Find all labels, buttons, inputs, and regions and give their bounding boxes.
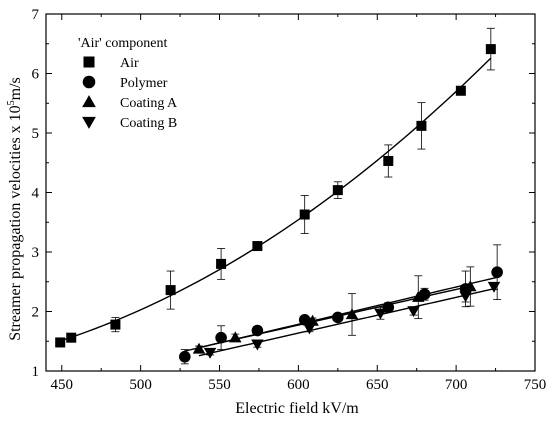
point-coating-b (459, 291, 472, 303)
y-tick-label: 7 (32, 7, 40, 23)
x-tick-label: 750 (524, 377, 547, 393)
legend: 'Air' component Air Polymer Coating A Coati… (78, 36, 178, 131)
x-axis-label: Electric field kV/m (235, 400, 359, 417)
y-tick-label: 2 (32, 305, 40, 321)
point-coating-a (464, 280, 477, 292)
point-coating-b (374, 308, 387, 320)
point-coating-b (203, 347, 217, 359)
point-coating-a (412, 290, 425, 302)
point-air (485, 44, 496, 55)
y-tick-label: 5 (32, 126, 40, 142)
legend-marker-coating-a (82, 95, 96, 108)
point-coating-b (407, 306, 420, 318)
x-tick-label: 500 (129, 377, 152, 393)
point-air (455, 85, 466, 96)
fit-line-coating-b (198, 288, 495, 357)
y-tick-label: 6 (32, 67, 40, 83)
legend-label-coating-b: Coating B (120, 116, 177, 131)
point-air (66, 332, 77, 343)
x-tick-label: 550 (208, 377, 231, 393)
point-coating-a (306, 314, 319, 326)
legend-items: Air Polymer Coating A Coating B (82, 56, 178, 131)
point-air (252, 241, 263, 252)
x-tick-label: 450 (51, 377, 74, 393)
point-air (55, 337, 66, 348)
point-air (165, 285, 176, 296)
legend-item-air: Air (83, 56, 139, 71)
point-polymer (215, 331, 227, 344)
y-axis-label-exponent: 5 (6, 100, 17, 105)
point-polymer (332, 311, 344, 324)
legend-marker-coating-b (82, 116, 96, 129)
x-tick-label: 600 (287, 377, 310, 393)
point-air (216, 258, 227, 269)
point-polymer (179, 350, 191, 363)
point-coating-b (487, 281, 501, 293)
point-polymer (251, 324, 264, 337)
point-air (110, 319, 121, 330)
legend-title: 'Air' component (78, 36, 168, 51)
x-tick-label: 650 (366, 377, 389, 393)
legend-marker-polymer (82, 75, 96, 89)
point-coating-a (192, 342, 206, 354)
point-air (332, 185, 343, 196)
y-axis-label-main: Streamer propagation velocities x 10 (7, 105, 24, 340)
legend-marker-air (83, 56, 95, 68)
point-polymer (491, 266, 503, 279)
legend-label-polymer: Polymer (120, 76, 168, 91)
y-axis-ticks: 1 2 3 4 5 6 7 (32, 7, 535, 380)
point-coating-b (251, 339, 264, 351)
point-coating-a (229, 331, 242, 343)
y-axis-label: Streamer propagation velocities x 105m/s (6, 77, 24, 341)
legend-item-coating-b: Coating B (82, 116, 177, 131)
point-coating-a (345, 308, 359, 320)
legend-label-air: Air (120, 56, 139, 71)
y-tick-label: 4 (32, 186, 40, 202)
x-axis-ticks: 450 500 550 600 650 700 750 (51, 14, 547, 393)
y-tick-label: 3 (32, 245, 40, 261)
legend-label-coating-a: Coating A (120, 96, 178, 111)
point-air (299, 209, 310, 220)
y-tick-label: 1 (32, 364, 40, 380)
point-air (416, 120, 427, 131)
point-air (383, 155, 394, 166)
x-tick-label: 700 (445, 377, 468, 393)
point-coating-b (303, 323, 316, 335)
data-points (55, 44, 503, 363)
y-axis-label-unit: m/s (7, 77, 24, 100)
legend-item-coating-a: Coating A (82, 95, 178, 111)
point-polymer (298, 314, 311, 326)
legend-item-polymer: Polymer (82, 75, 168, 91)
